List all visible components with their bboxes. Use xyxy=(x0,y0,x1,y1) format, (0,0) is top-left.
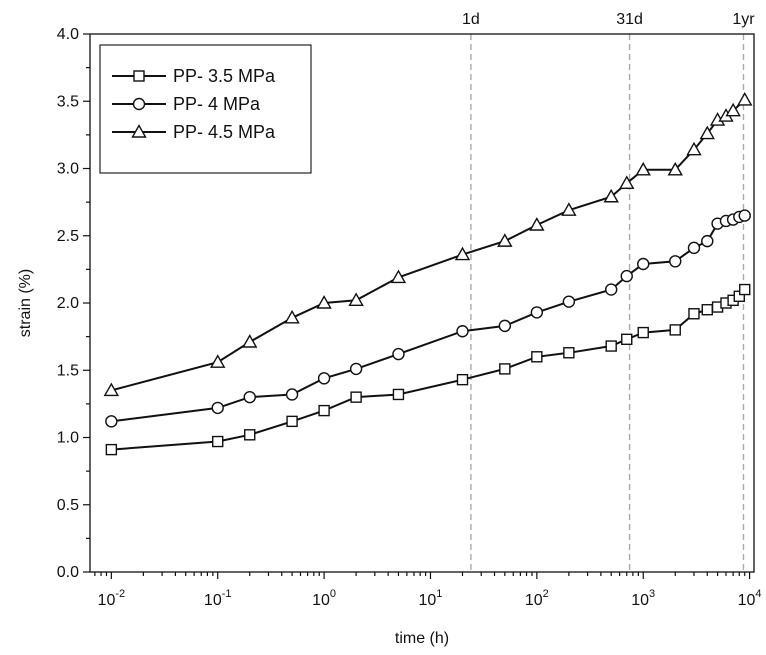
series-2-point xyxy=(620,269,633,283)
series-3-point xyxy=(699,125,715,140)
series-layer xyxy=(103,91,753,456)
series-3-point xyxy=(316,295,332,309)
series-3-point xyxy=(635,161,651,176)
series-3-point xyxy=(667,161,683,176)
reference-lines: 1d 31d 1yr xyxy=(462,11,755,572)
series-3-point xyxy=(497,233,513,247)
series-3-point xyxy=(210,354,226,368)
series-2-line xyxy=(111,214,745,423)
y-tick-label: 2.5 xyxy=(57,228,79,245)
series-1-point xyxy=(701,304,713,316)
series-1-line xyxy=(111,288,746,451)
y-tick-label: 0.5 xyxy=(57,497,79,514)
series-1-point xyxy=(637,326,649,339)
series-2-point xyxy=(456,325,469,338)
series-3-point xyxy=(454,246,471,261)
y-tick-label: 2.0 xyxy=(57,295,79,312)
ref-label-1: 1d xyxy=(462,11,480,28)
ref-label-2: 31d xyxy=(616,11,643,28)
series-2-point xyxy=(637,257,650,271)
x-tick-label: 103 xyxy=(631,588,655,609)
y-tick-label: 1.0 xyxy=(57,430,79,447)
y-axis-title: strain (%) xyxy=(17,269,34,337)
series-1-point xyxy=(669,324,681,336)
x-tick-label: 10-1 xyxy=(204,588,232,609)
series-1 xyxy=(105,283,751,456)
series-2-point xyxy=(392,347,405,361)
series-3 xyxy=(103,91,753,397)
legend: PP- 3.5 MPa PP- 4 MPa PP- 4.5 MPa xyxy=(99,44,312,174)
legend-label-2: PP- 4 MPa xyxy=(173,94,261,114)
legend-marker-1 xyxy=(133,70,145,82)
series-2-point xyxy=(285,388,299,401)
series-1-point xyxy=(318,404,330,417)
series-1-point xyxy=(350,391,362,403)
series-1-point xyxy=(212,435,224,448)
series-1-point xyxy=(456,373,469,386)
series-2-point xyxy=(604,283,618,296)
x-tick-label: 101 xyxy=(419,588,443,609)
legend-marker-3 xyxy=(131,124,147,138)
x-tick-label: 100 xyxy=(312,588,336,609)
series-2 xyxy=(105,209,751,428)
series-3-point xyxy=(103,382,120,397)
series-1-point xyxy=(605,340,617,352)
series-2-point xyxy=(738,209,751,222)
series-1-point xyxy=(499,363,511,375)
axis-ticks: 0.0 0.5 1.0 1.5 2.0 2.5 3.0 3.5 4.0 10-2 10-1 100 10… xyxy=(57,26,762,609)
series-1-point xyxy=(105,443,118,456)
series-3-point xyxy=(603,188,619,203)
legend-box xyxy=(99,44,312,174)
x-tick-label: 102 xyxy=(525,588,549,609)
series-3-point xyxy=(284,309,300,324)
series-2-point xyxy=(211,401,224,415)
series-2-point xyxy=(701,234,714,248)
y-tick-label: 3.0 xyxy=(57,161,79,178)
series-1-point xyxy=(563,347,575,359)
legend-marker-2 xyxy=(132,97,146,111)
legend-label-1: PP- 3.5 MPa xyxy=(173,66,276,86)
series-2-point xyxy=(243,390,256,404)
series-3-point xyxy=(529,217,545,231)
series-2-point xyxy=(530,306,544,319)
series-3-point xyxy=(725,102,741,117)
x-tick-label: 10-2 xyxy=(98,588,126,609)
series-3-point xyxy=(619,175,635,189)
series-3-point xyxy=(242,334,258,348)
series-1-point xyxy=(392,388,405,401)
y-tick-label: 1.5 xyxy=(57,362,79,379)
series-1-point xyxy=(286,415,298,428)
ref-label-3: 1yr xyxy=(732,11,755,28)
series-1-point xyxy=(739,283,751,296)
y-tick-label: 3.5 xyxy=(57,93,79,110)
series-1-point xyxy=(688,308,700,320)
series-3-point xyxy=(686,141,702,156)
y-tick-label: 4.0 xyxy=(57,26,79,43)
legend-label-3: PP- 4.5 MPa xyxy=(173,122,276,142)
series-2-point xyxy=(349,362,363,376)
series-2-point xyxy=(498,319,512,333)
series-3-point xyxy=(737,91,753,106)
y-tick-label: 0.0 xyxy=(57,564,79,581)
series-1-point xyxy=(531,351,543,363)
series-1-point xyxy=(244,429,256,441)
series-2-point xyxy=(687,241,701,255)
series-3-point xyxy=(561,202,577,216)
x-axis-title: time (h) xyxy=(395,630,449,647)
series-2-point xyxy=(562,295,576,308)
series-3-point xyxy=(390,269,407,284)
series-2-point xyxy=(669,255,682,268)
series-2-point xyxy=(317,372,331,385)
series-1-point xyxy=(621,333,633,346)
series-3-point xyxy=(348,292,364,307)
x-tick-label: 104 xyxy=(738,588,762,609)
series-2-point xyxy=(105,415,118,428)
